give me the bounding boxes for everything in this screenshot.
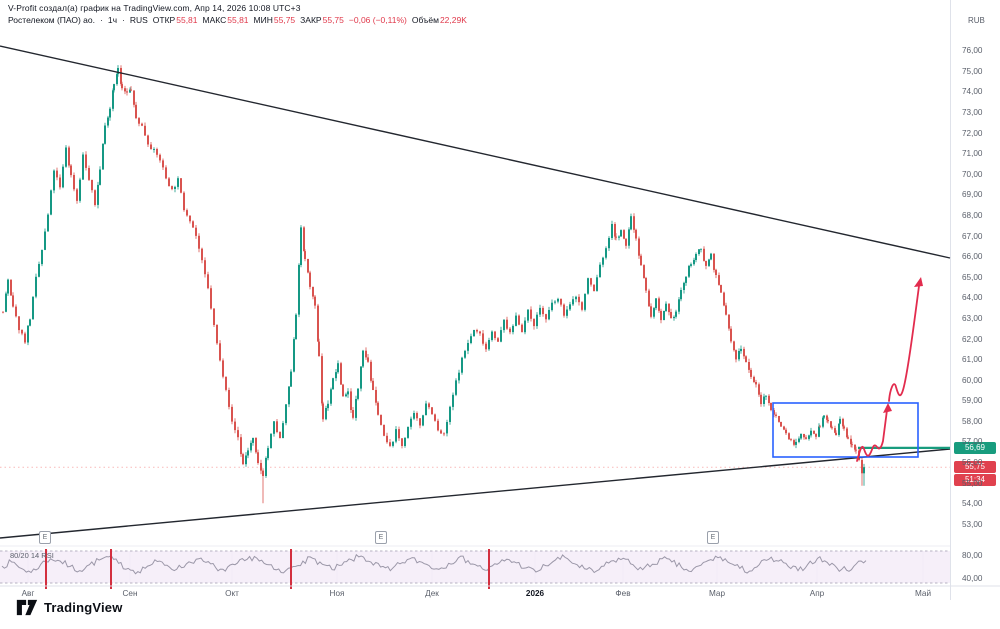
time-axis-month-label: Сен [122,589,138,598]
price-axis-label: 65,00 [962,272,983,282]
projection-arrow-drawing[interactable] [856,277,923,462]
price-axis-label: 68,00 [962,210,983,220]
interval-value[interactable]: 1ч [107,15,117,25]
separator: · [122,15,125,25]
time-axis-month-label: Мар [708,589,726,598]
ohlc-label: МИН [253,15,273,25]
price-axis-label: 67,00 [962,231,983,241]
price-axis-label: 69,00 [962,190,983,200]
price-axis-label: 76,00 [962,46,983,56]
ohlc-label: МАКС [202,15,227,25]
price-axis-label: 54,00 [962,499,983,509]
price-axis-label: 58,00 [962,416,983,426]
time-axis-month-label: Май [914,589,932,598]
trendline-lower-ascending[interactable] [0,448,951,539]
blue-rectangle-drawing[interactable] [772,402,919,458]
ohlc-item: МИН55,75 [254,15,296,25]
earnings-event-icon[interactable]: E [39,531,51,544]
price-axis-label: 70,00 [962,169,983,179]
ohlc-value: 55,75 [273,15,296,25]
ohlc-item: МАКС55,81 [203,15,249,25]
trendline-upper-descending[interactable] [0,45,951,259]
price-axis-label: 60,00 [962,375,983,385]
price-axis-label: 55,00 [962,478,983,488]
price-axis-label: 75,00 [962,66,983,76]
rsi-axis-label: 40,00 [962,574,983,583]
rsi-axis-label: 80,00 [962,551,983,560]
price-axis-label: 62,00 [962,334,983,344]
rsi-line [1,553,867,575]
time-axis-month-label: Фев [615,589,631,598]
price-axis-label: 63,00 [962,313,983,323]
time-axis-month-label: Ноя [329,589,345,598]
teal-line-price-badge: 56,69 [954,441,996,454]
ohlc-value: 55,75 [322,15,344,25]
currency-label: RUB [968,16,985,25]
earnings-event-icon[interactable]: E [707,531,719,544]
time-axis-month-label: Апр [809,589,825,598]
price-axis-label: 56,00 [962,458,983,468]
price-axis-label: 61,00 [962,355,983,365]
price-axis-label: 53,00 [962,519,983,529]
price-axis-label: 71,00 [962,149,983,159]
price-axis-label: 74,00 [962,87,983,97]
tradingview-logo-icon [16,599,38,616]
tradingview-logo[interactable]: TradingView [16,599,123,616]
current-price-badge: 55,75 [954,461,996,474]
ohlc-value: 55,81 [227,15,249,25]
chart-byline: V-Profit создал(а) график на TradingView… [8,3,301,13]
exchange-name: RUS [129,15,148,25]
price-axis-label: 72,00 [962,128,983,138]
ohlc-label: ЗАКР [300,15,322,25]
symbol-name[interactable]: Ростелеком (ПАО) ао. [8,15,95,25]
price-axis-label: 59,00 [962,396,983,406]
bar-countdown-badge: 51:34 [954,473,996,486]
time-axis-month-label: Дек [425,589,439,598]
ohlc-value: 55,81 [176,15,198,25]
ohlc-item: ОТКР55,81 [153,15,198,25]
rsi-indicator-label[interactable]: 80/20 14 RSI [10,551,54,560]
price-axis-label: 66,00 [962,252,983,262]
tradingview-logo-text: TradingView [44,600,123,615]
ohlc-label: ОТКР [152,15,176,25]
separator: · [100,15,103,25]
price-axis-label: 73,00 [962,108,983,117]
price-change: −0,06 (−0,11%) [348,15,407,25]
time-axis-month-label: Авг [21,589,35,598]
time-axis-year-label: 2026 [525,589,545,598]
earnings-event-icon[interactable]: E [375,531,387,544]
candlesticks [2,65,865,504]
price-axis-label: 57,00 [962,437,983,447]
volume-label: Объём [411,15,439,25]
price-axis-label: 64,00 [962,293,983,303]
ohlc-item: ЗАКР55,75 [300,15,344,25]
volume-value: 22,29K [439,15,467,25]
symbol-info-line: Ростелеком (ПАО) ао. · 1ч · RUS ОТКР55,81 МАКС… [8,15,472,25]
time-axis-month-label: Окт [225,589,239,598]
volume-item: Объём22,29K [412,15,467,25]
